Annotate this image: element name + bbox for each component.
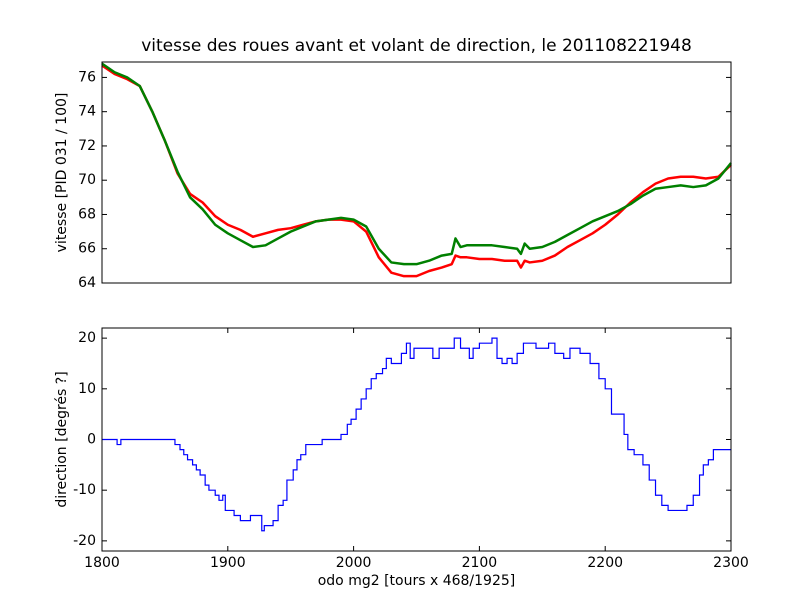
y-tick-label: 76 — [78, 69, 96, 85]
y-axis-label: vitesse [PID 031 / 100] — [54, 93, 70, 253]
y-tick-label: 10 — [78, 381, 96, 397]
chart-title: vitesse des roues avant et volant de dir… — [141, 36, 692, 56]
x-tick-label: 1900 — [210, 555, 246, 571]
speed-line — [101, 64, 732, 278]
x-tick-label: 1800 — [84, 555, 120, 571]
y-tick-label: 20 — [78, 330, 96, 346]
y-tick-label: 72 — [78, 138, 96, 154]
x-tick-label: 2100 — [462, 555, 498, 571]
plot-frame — [101, 61, 732, 284]
x-axis-label: odo mg2 [tours x 468/1925] — [318, 573, 516, 589]
x-tick-label: 2000 — [336, 555, 372, 571]
y-tick-label: 0 — [87, 432, 96, 448]
y-tick-label: 66 — [78, 241, 96, 257]
y-tick-label: 68 — [78, 206, 96, 222]
y-tick-label: 70 — [78, 172, 96, 188]
plot-frame — [101, 327, 732, 552]
y-axis-label: direction [degrés ?] — [54, 371, 70, 507]
y-tick-label: 64 — [78, 275, 96, 291]
x-tick-label: 2300 — [713, 555, 749, 571]
y-tick-label: -20 — [73, 533, 96, 549]
y-tick-label: -10 — [73, 482, 96, 498]
speed-line — [101, 62, 732, 266]
y-tick-label: 74 — [78, 104, 96, 120]
x-tick-label: 2200 — [587, 555, 623, 571]
direction-line — [102, 337, 731, 532]
